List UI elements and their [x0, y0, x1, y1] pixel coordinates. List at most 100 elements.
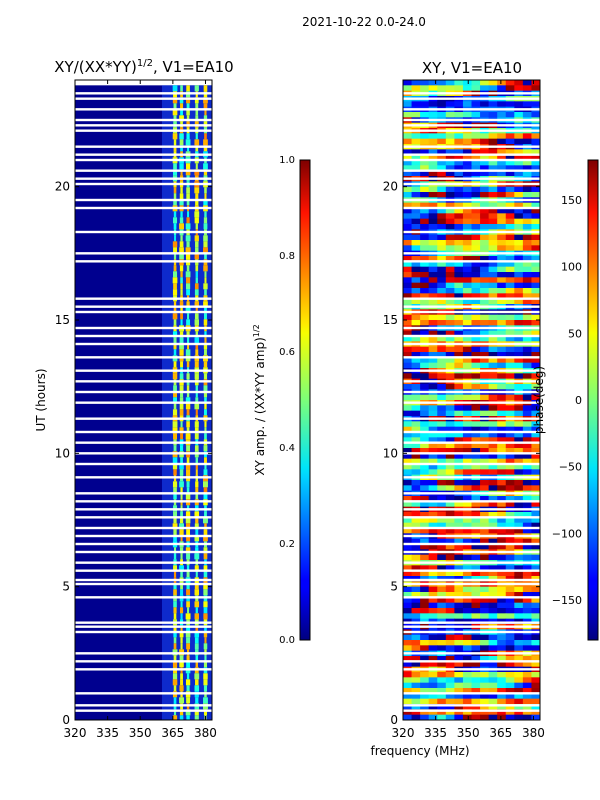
phase-cell [480, 394, 490, 401]
y-tick-label: 20 [383, 180, 398, 194]
phase-cell [531, 410, 540, 417]
phase-cell [454, 362, 464, 369]
phase-cell [428, 154, 438, 161]
phase-cell [437, 277, 447, 284]
amplitude-cell [185, 511, 191, 518]
phase-cell [480, 405, 490, 412]
phase-cell [411, 266, 421, 273]
phase-cell [454, 512, 464, 518]
amplitude-cell [186, 481, 190, 488]
phase-cell [514, 170, 524, 177]
phase-cell [514, 640, 524, 646]
amplitude-cell [173, 625, 177, 632]
amplitude-cell [195, 517, 199, 524]
phase-gap-row [403, 660, 540, 663]
phase-cell [428, 405, 438, 412]
amplitude-gap-row [75, 401, 212, 404]
phase-cell [497, 160, 507, 166]
phase-cell [480, 544, 490, 550]
phase-cell [428, 426, 438, 433]
amplitude-cell [186, 625, 191, 632]
phase-cell [531, 373, 540, 380]
amplitude-colorbar-ticks: 0.00.20.40.60.81.0 [279, 155, 295, 646]
amplitude-cell [173, 643, 177, 650]
phase-cell [522, 373, 532, 380]
phase-cell [514, 362, 524, 369]
phase-cell [514, 469, 524, 476]
phase-cell [514, 528, 524, 534]
amplitude-cell [173, 271, 178, 278]
phase-cell [497, 320, 507, 326]
phase-cell [420, 224, 430, 230]
amplitude-gap-row [75, 704, 212, 707]
phase-cell [462, 277, 472, 284]
phase-cell [411, 384, 421, 390]
phase-cell [454, 101, 464, 108]
phase-cell [428, 661, 438, 668]
phase-cell [437, 266, 447, 273]
phase-cell [454, 234, 464, 241]
phase-cell [454, 352, 464, 358]
phase-cell [531, 160, 540, 166]
phase-gap-row [403, 97, 540, 100]
amplitude-cell [172, 679, 178, 686]
phase-cell [531, 522, 540, 529]
phase-cell [480, 453, 490, 460]
amplitude-cell [194, 217, 199, 224]
amplitude-cell [195, 679, 199, 686]
phase-cell [445, 101, 455, 108]
phase-cell [497, 709, 507, 716]
phase-cell [420, 202, 430, 209]
amplitude-cell [195, 265, 199, 272]
phase-cell [462, 160, 472, 166]
amplitude-cell [172, 463, 178, 470]
phase-cell [471, 517, 481, 524]
phase-cell [411, 709, 421, 716]
phase-gap-row [403, 709, 540, 712]
amplitude-cell [204, 277, 207, 284]
phase-cell [437, 714, 447, 720]
phase-cell [522, 426, 532, 433]
phase-cell [471, 410, 481, 417]
phase-gap-row [403, 452, 540, 455]
phase-cell [437, 256, 447, 262]
amplitude-cell [173, 115, 177, 122]
amplitude-cell [204, 187, 207, 194]
phase-cell [471, 565, 481, 572]
phase-cell [514, 426, 524, 433]
phase-cell [445, 661, 455, 668]
phase-cell [411, 224, 421, 230]
phase-cell [488, 160, 498, 166]
phase-cell [403, 293, 413, 300]
phase-cell [531, 170, 540, 177]
amplitude-cell [173, 709, 177, 716]
phase-cell [454, 256, 464, 262]
y-tick-label: 10 [383, 446, 398, 460]
phase-cell [411, 469, 421, 476]
phase-cell [480, 608, 490, 614]
amplitude-cell [203, 571, 208, 578]
phase-cell [437, 362, 447, 369]
phase-cell [497, 288, 507, 294]
amplitude-gap-row [75, 625, 212, 628]
phase-cell [462, 672, 472, 678]
amplitude-cell [173, 349, 177, 356]
phase-cell [403, 453, 413, 460]
amplitude-cell [180, 211, 183, 218]
amplitude-cell [180, 601, 183, 608]
phase-cell [480, 693, 490, 700]
amplitude-cell [186, 589, 191, 596]
amplitude-plot-frame [74, 79, 213, 721]
amplitude-cell [173, 601, 177, 608]
phase-cell [497, 464, 507, 470]
phase-cell [497, 512, 507, 518]
phase-cell [514, 709, 524, 716]
phase-cell [445, 272, 455, 278]
phase-cell [462, 608, 472, 614]
phase-cell [437, 149, 447, 156]
phase-cell [403, 672, 413, 678]
phase-cell [403, 688, 413, 694]
phase-cell [445, 437, 455, 444]
phase-cell [505, 698, 515, 705]
